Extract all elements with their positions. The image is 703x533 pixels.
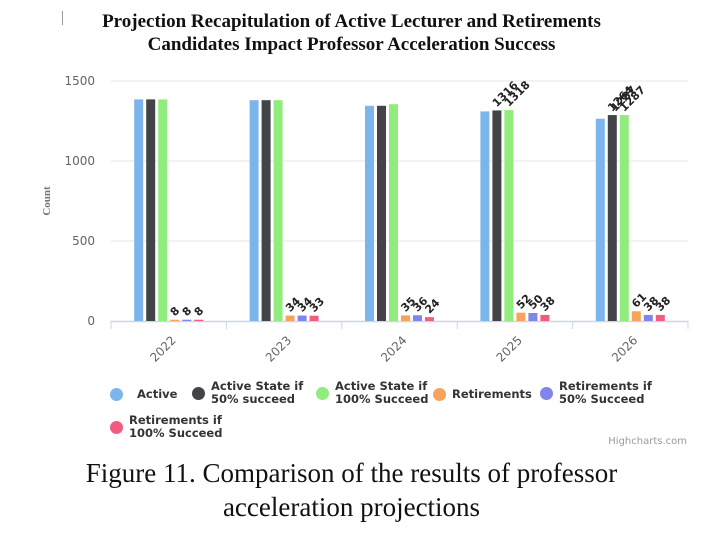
bar [273, 100, 283, 321]
x-tick-label: 2024 [378, 333, 409, 364]
y-axis-title: Count [41, 186, 53, 216]
x-tick-label: 2026 [609, 333, 640, 364]
legend-label-line: Retirements if [129, 413, 222, 427]
bar [504, 110, 514, 322]
bar [619, 115, 629, 321]
legend-label: Retirements if 50% Succeed [559, 380, 652, 406]
legend-label-line: 100% Succeed [335, 392, 429, 406]
legend-item[interactable]: Retirements [433, 388, 532, 401]
legend-marker-icon [433, 388, 446, 401]
legend-label-line: Active [137, 387, 178, 401]
legend-label-line: Active State if [335, 379, 428, 393]
x-tick-label: 2023 [263, 333, 294, 364]
data-label: 8 [180, 304, 195, 319]
legend-marker-icon [192, 386, 205, 400]
bar [170, 319, 180, 321]
legend-item[interactable]: Retirements if 100% Succeed [110, 414, 222, 440]
legend-marker-icon [540, 386, 553, 400]
data-label: 8 [168, 304, 183, 319]
highcharts-credits[interactable]: Highcharts.com [608, 436, 687, 447]
legend-marker-icon [110, 388, 123, 401]
bar [631, 311, 641, 321]
legend-marker-icon [110, 420, 123, 434]
x-tick-label: 2025 [494, 333, 525, 364]
legend-label-line: 50% succeed [211, 392, 296, 406]
legend-label-line: 100% Succeed [129, 426, 223, 440]
chart-title-line-1: Projection Recapitulation of Active Lect… [102, 11, 601, 32]
chart-title: Projection Recapitulation of Active Lect… [0, 10, 703, 56]
bar [134, 99, 144, 322]
data-label: 38 [653, 294, 673, 314]
bar [365, 105, 374, 321]
data-label: 8 [192, 304, 207, 319]
bar [285, 315, 295, 321]
bar [655, 314, 665, 321]
stray-mark [62, 11, 63, 25]
bar [480, 111, 490, 322]
bar [297, 315, 307, 321]
legend-label: Retirements [452, 388, 532, 401]
legend-marker-icon [316, 386, 329, 400]
bar [309, 315, 319, 321]
y-tick-label: 1000 [64, 154, 95, 168]
y-tick-label: 0 [87, 314, 95, 328]
y-tick-label: 1500 [64, 74, 95, 88]
legend-label-line: Retirements if [559, 379, 652, 393]
data-label: 33 [307, 295, 327, 315]
figure-caption: Figure 11. Comparison of the results of … [0, 456, 703, 524]
legend-item[interactable]: Retirements if 50% Succeed [540, 380, 652, 406]
legend-item[interactable]: Active [110, 388, 177, 401]
legend-label: Active State if 50% succeed [211, 380, 303, 406]
legend-label: Active [137, 388, 177, 401]
bar [516, 312, 526, 321]
bar [595, 118, 605, 321]
legend-label-line: Retirements [452, 387, 532, 401]
legend-item[interactable]: Active State if 50% succeed [192, 380, 303, 406]
x-tick-label: 2022 [147, 333, 178, 364]
bar [158, 99, 168, 322]
bar [146, 99, 156, 322]
legend-label-line: 50% Succeed [559, 392, 645, 406]
legend-label: Retirements if 100% Succeed [129, 414, 222, 440]
bar [492, 110, 502, 321]
bar [528, 313, 538, 321]
y-tick-label: 500 [72, 234, 95, 248]
legend-label: Active State if 100% Succeed [335, 380, 428, 406]
bar [389, 104, 398, 321]
bar-chart: 050010001500Count88820223434332023353624… [41, 74, 689, 365]
legend-label-line: Active State if [211, 379, 304, 393]
bar [425, 317, 434, 321]
bar [413, 315, 422, 321]
bar [194, 319, 204, 321]
legend-item[interactable]: Active State if 100% Succeed [316, 380, 428, 406]
bar [249, 100, 259, 321]
figure-caption-line-2: acceleration projections [222, 492, 481, 522]
bar [540, 314, 550, 321]
bar [643, 314, 653, 321]
figure-caption-line-1: Figure 11. Comparison of the results of … [85, 458, 618, 488]
chart-title-line-2: Candidates Impact Professor Acceleration… [147, 34, 556, 55]
bar [377, 105, 386, 321]
bar [261, 100, 271, 321]
bar [607, 115, 617, 321]
bar [182, 319, 192, 321]
bar [401, 315, 410, 321]
